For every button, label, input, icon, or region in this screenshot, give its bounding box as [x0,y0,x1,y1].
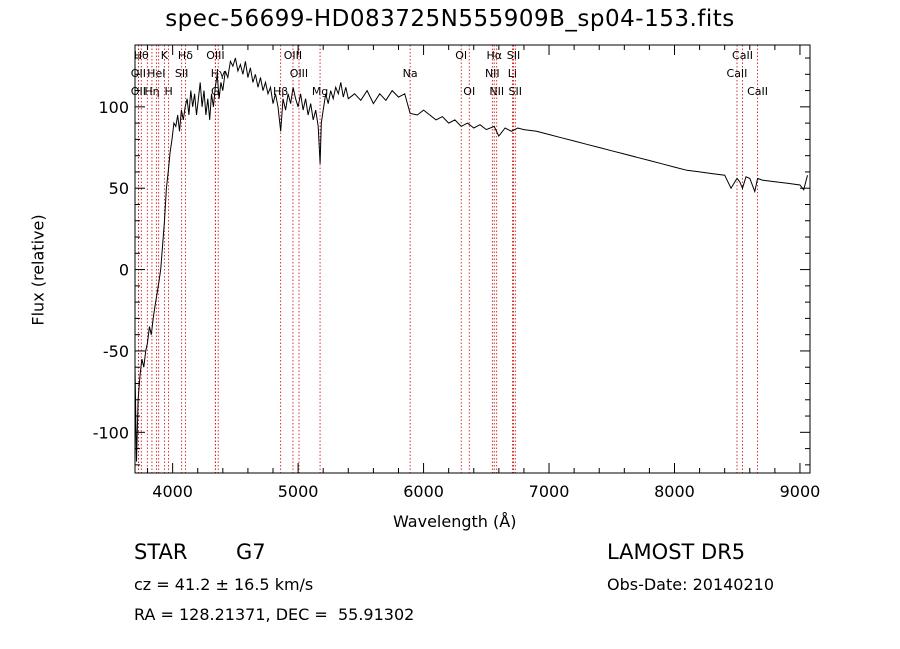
reference-line-label: SII [175,67,188,80]
reference-line-label: Na [403,67,418,80]
reference-line-label: OIII [206,49,224,62]
y-tick-label: -50 [103,342,129,361]
y-tick-label: -100 [93,423,129,442]
reference-line-label: HeI [147,67,165,80]
reference-lines [137,45,758,473]
reference-line-label: Hδ [178,49,193,62]
reference-line-label: NII [485,67,500,80]
reference-line-label: K [161,49,169,62]
y-axis: -100 -50 0 50 100 [93,57,810,466]
redshift-cz: cz = 41.2 ± 16.5 km/s [134,575,314,594]
object-subclass: G7 [236,540,266,564]
y-axis-label: Flux (relative) [28,214,48,326]
reference-line-label: Mg [312,85,328,98]
reference-line-label: Hθ [134,49,149,62]
reference-line-label: Hβ [273,85,288,98]
reference-line-label: CaII [732,49,753,62]
reference-line-label: Hη [144,85,159,98]
spectrum-line [134,57,808,462]
reference-line-label: OI [455,49,467,62]
y-tick-label: 50 [109,179,129,198]
x-tick-label: 8000 [654,482,695,501]
reference-line-label: SII [509,85,522,98]
survey-name: LAMOST DR5 [607,540,746,564]
x-axis-label: Wavelength (Å) [393,512,517,531]
x-tick-label: 5000 [278,482,319,501]
reference-line-label: OI [463,85,475,98]
reference-line-label: Hα [486,49,502,62]
reference-line-label: Li [508,67,517,80]
reference-line-label: OIII [290,67,308,80]
x-tick-label: 7000 [529,482,570,501]
x-tick-label: 6000 [403,482,444,501]
reference-line-label: OII [131,67,146,80]
y-tick-label: 0 [119,261,129,280]
reference-line-label: CaII [747,85,768,98]
reference-line-label: Hγ [211,67,226,80]
y-tick-label: 100 [98,98,129,117]
observation-date: Obs-Date: 20140210 [607,575,775,594]
reference-line-label: SII [507,49,520,62]
plot-frame [134,44,811,474]
chart-title: spec-56699-HD083725N555909B_sp04-153.fit… [165,6,735,32]
reference-line-label: H [164,85,172,98]
coordinates: RA = 128.21371, DEC = 55.91302 [134,605,415,624]
x-tick-label: 4000 [152,482,193,501]
reference-line-label: OIII [284,49,302,62]
reference-line-label: CaII [727,67,748,80]
reference-line-label: NII [489,85,504,98]
x-axis: 4000 5000 6000 7000 8000 9000 [147,45,821,501]
x-tick-label: 9000 [780,482,821,501]
object-class: STAR [134,540,188,564]
